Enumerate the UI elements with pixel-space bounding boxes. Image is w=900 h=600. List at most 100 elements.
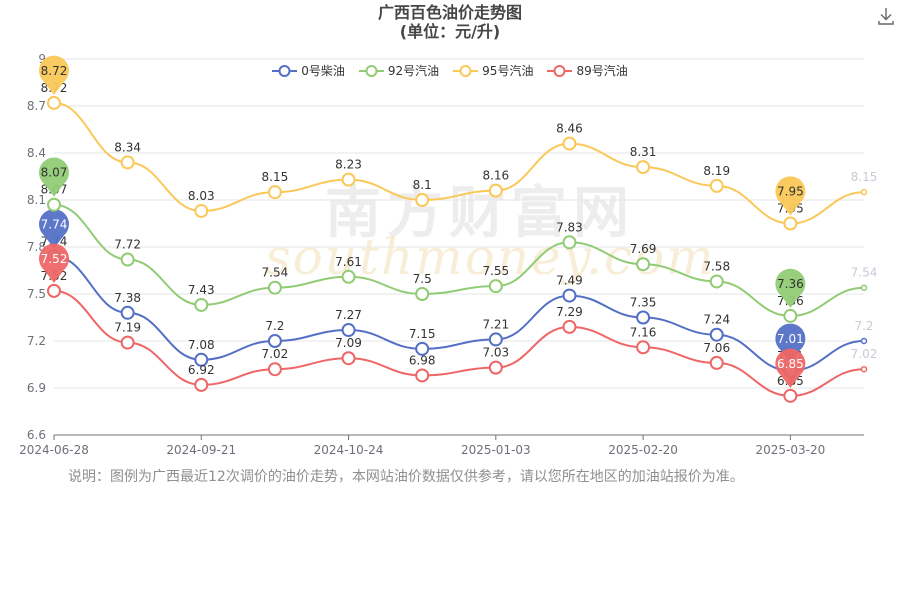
data-label: 7.61 [335, 255, 362, 269]
data-label: 8.16 [482, 169, 509, 183]
y-tick-label: 8.4 [27, 146, 46, 160]
y-tick-label: 8.1 [27, 193, 46, 207]
data-point [636, 257, 651, 272]
data-point [267, 334, 282, 348]
data-label: 8.46 [556, 122, 583, 136]
y-tick-label: 7.8 [27, 240, 46, 254]
min-pin-label: 7.95 [777, 185, 804, 199]
min-pin-label: 7.36 [777, 277, 804, 291]
data-label: 8.19 [703, 164, 730, 178]
legend-label: 0号柴油 [301, 64, 345, 78]
data-label: 6.98 [409, 353, 436, 367]
max-pin: 7.74 [39, 209, 69, 249]
data-point [636, 340, 651, 355]
y-tick-label: 6.6 [27, 428, 46, 442]
series-2: 8.72 8.34 8.03 8.15 8.23 8.1 8.16 8.46 8.31 8.19 7… [39, 55, 878, 231]
data-point [47, 95, 61, 110]
series-line [53, 289, 865, 397]
data-point [562, 319, 577, 334]
x-tick-label: 2025-02-20 [608, 443, 678, 457]
y-tick-label: 7.2 [27, 334, 46, 348]
min-pin: 6.85 [775, 348, 806, 388]
data-label: 7.43 [188, 283, 215, 297]
data-label: 7.2 [854, 319, 873, 333]
data-label: 7.21 [482, 317, 509, 331]
max-pin-label: 8.07 [41, 166, 68, 180]
series-line [53, 101, 865, 225]
max-pin-shape [39, 157, 69, 197]
data-label: 7.03 [482, 346, 509, 360]
max-pin: 8.07 [39, 157, 69, 197]
data-point [415, 341, 430, 356]
data-point [562, 136, 577, 151]
legend-item-3[interactable]: 89号汽油 [547, 62, 628, 79]
chart-title: 广西百色油价走势图 (单位：元/升) [0, 3, 900, 41]
data-label: 8.1 [413, 178, 432, 192]
data-point [860, 337, 868, 345]
data-label: 8.15 [851, 170, 878, 184]
data-point [488, 360, 503, 375]
x-tick-label: 2024-06-28 [19, 443, 89, 457]
data-point [709, 327, 724, 342]
data-point [636, 310, 651, 325]
legend-label: 92号汽油 [387, 64, 440, 78]
data-label: 7.27 [335, 308, 362, 322]
x-tick-label: 2024-09-21 [166, 443, 236, 457]
data-point [415, 287, 430, 301]
series-line [53, 203, 865, 317]
min-pin-shape [775, 348, 806, 388]
data-point [267, 185, 282, 200]
max-pin-label: 7.52 [41, 252, 68, 266]
data-label: 7.5 [413, 272, 432, 286]
data-label: 7.58 [703, 259, 730, 273]
data-point [636, 160, 651, 175]
data-point [120, 252, 135, 267]
data-label: 7.08 [188, 338, 215, 352]
download-icon[interactable] [876, 6, 896, 26]
data-point [860, 188, 868, 196]
x-tick-label: 2025-01-03 [461, 443, 531, 457]
data-label: 7.55 [482, 264, 509, 278]
data-label: 7.16 [630, 325, 657, 339]
data-point [783, 388, 798, 403]
data-point [120, 155, 135, 170]
y-tick-label: 7.5 [27, 287, 46, 301]
legend-symbol [358, 64, 384, 77]
data-label: 8.03 [188, 189, 215, 203]
legend-item-2[interactable]: 95号汽油 [453, 62, 533, 79]
data-point [415, 368, 430, 383]
max-pin-shape [39, 209, 69, 249]
max-pin-shape [39, 55, 69, 95]
data-point [194, 352, 209, 367]
max-pin-label: 8.72 [41, 64, 68, 78]
data-label: 7.49 [556, 274, 583, 288]
data-point [267, 280, 282, 295]
data-point [47, 197, 61, 212]
data-label: 8.31 [630, 145, 657, 159]
chart-title-main: 广西百色油价走势图 [377, 3, 522, 22]
data-label: 7.54 [851, 266, 878, 280]
chart-legend: 0号柴油 92号汽油 95号汽油 89号汽油 [0, 62, 900, 79]
x-tick-label: 2025-03-20 [755, 443, 825, 457]
data-point [120, 305, 135, 320]
data-label: 7.29 [556, 305, 583, 319]
data-label: 6.92 [188, 363, 215, 377]
data-label: 7.02 [851, 347, 878, 361]
legend-label: 89号汽油 [576, 64, 628, 78]
data-label: 7.69 [630, 242, 657, 256]
min-pin: 7.36 [775, 268, 806, 308]
data-label: 7.2 [265, 319, 284, 333]
y-tick-label: 6.9 [27, 381, 46, 395]
data-point [415, 193, 430, 207]
min-pin-shape [775, 268, 806, 308]
legend-item-0[interactable]: 0号柴油 [272, 62, 345, 79]
data-label: 8.23 [335, 158, 362, 172]
data-label: 7.15 [409, 327, 436, 341]
data-point [120, 335, 135, 350]
data-point [488, 183, 503, 198]
data-point [562, 288, 577, 303]
data-point [562, 235, 577, 250]
y-tick-label: 9 [38, 52, 46, 66]
legend-item-1[interactable]: 92号汽油 [358, 62, 440, 79]
